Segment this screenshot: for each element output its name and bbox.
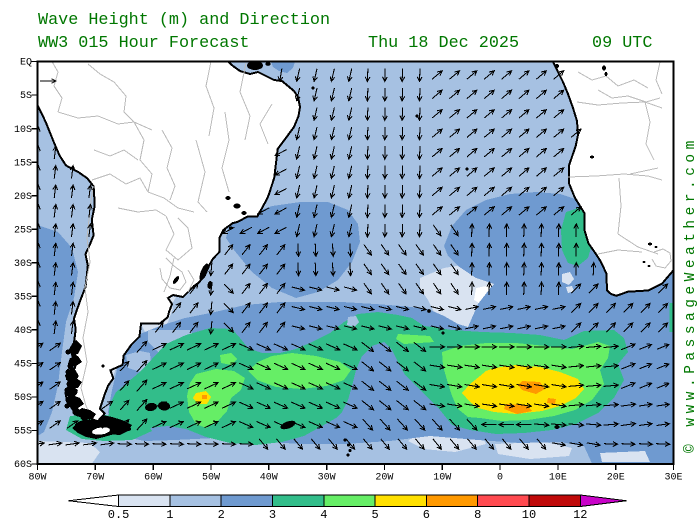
svg-text:8: 8 [474, 508, 481, 522]
svg-text:35S: 35S [14, 293, 32, 304]
svg-text:15S: 15S [14, 158, 32, 169]
svg-text:50W: 50W [202, 473, 220, 484]
svg-text:40W: 40W [260, 473, 278, 484]
svg-text:10: 10 [522, 508, 536, 522]
svg-text:10E: 10E [549, 473, 567, 484]
svg-text:45S: 45S [14, 360, 32, 371]
svg-text:20E: 20E [607, 473, 625, 484]
svg-text:4: 4 [320, 508, 327, 522]
svg-text:30S: 30S [14, 259, 32, 270]
svg-text:0.5: 0.5 [108, 508, 130, 522]
svg-text:5: 5 [371, 508, 378, 522]
svg-text:20S: 20S [14, 192, 32, 203]
svg-text:30E: 30E [664, 473, 682, 484]
svg-text:70W: 70W [86, 473, 104, 484]
svg-text:EQ: EQ [20, 58, 32, 69]
svg-text:6: 6 [423, 508, 430, 522]
svg-text:50S: 50S [14, 393, 32, 404]
svg-text:10S: 10S [14, 125, 32, 136]
svg-text:0: 0 [497, 473, 503, 484]
svg-text:60W: 60W [144, 473, 162, 484]
svg-text:55S: 55S [14, 427, 32, 438]
svg-text:60S: 60S [14, 460, 32, 471]
svg-text:20W: 20W [375, 473, 393, 484]
svg-text:30W: 30W [318, 473, 336, 484]
svg-text:1: 1 [166, 508, 173, 522]
svg-text:2: 2 [218, 508, 225, 522]
svg-text:40S: 40S [14, 326, 32, 337]
svg-text:12: 12 [573, 508, 587, 522]
svg-text:3: 3 [269, 508, 276, 522]
svg-text:25S: 25S [14, 225, 32, 236]
svg-text:5S: 5S [20, 91, 32, 102]
svg-text:80W: 80W [28, 473, 46, 484]
svg-text:10W: 10W [433, 473, 451, 484]
